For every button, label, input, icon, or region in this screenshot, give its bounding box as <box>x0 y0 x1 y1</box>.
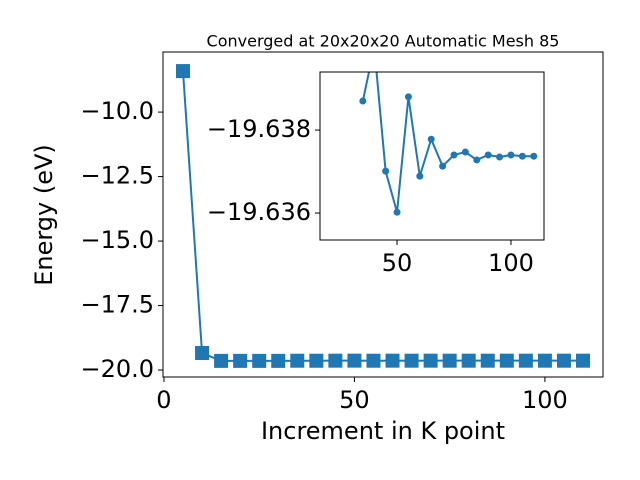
marker <box>252 353 267 368</box>
marker <box>309 353 324 368</box>
marker <box>404 93 412 101</box>
chart-title: Converged at 20x20x20 Automatic Mesh 85 <box>207 32 560 51</box>
marker <box>496 153 504 161</box>
data-line <box>361 72 534 213</box>
data-line <box>182 71 583 362</box>
marker <box>427 135 435 143</box>
axes-frame <box>162 51 604 378</box>
marker <box>233 353 248 368</box>
x-tick-label: 50 <box>382 249 413 277</box>
y-tick-label: −19.636 <box>207 198 311 226</box>
marker <box>416 172 424 180</box>
marker <box>393 208 401 216</box>
marker <box>507 151 515 159</box>
marker <box>530 152 538 160</box>
marker <box>214 353 229 368</box>
axes-frame <box>319 71 545 241</box>
marker <box>359 97 367 105</box>
plot-area <box>176 64 590 368</box>
marker <box>484 151 492 159</box>
marker <box>518 152 526 160</box>
marker <box>461 148 469 156</box>
marker <box>195 346 210 361</box>
y-tick-label: −10.0 <box>80 97 154 125</box>
marker <box>439 162 447 170</box>
y-tick-label: −19.638 <box>207 115 311 143</box>
marker <box>480 353 495 368</box>
x-tick-label: 0 <box>156 386 171 414</box>
marker <box>347 353 362 368</box>
marker <box>450 151 458 159</box>
marker <box>290 353 305 368</box>
marker <box>176 64 190 79</box>
marker <box>366 353 381 368</box>
x-tick-label: 100 <box>522 386 568 414</box>
marker <box>385 353 400 368</box>
marker <box>499 353 514 368</box>
marker <box>328 353 343 368</box>
y-tick-label: −12.5 <box>80 162 154 190</box>
x-axis-label: Increment in K point <box>261 417 505 445</box>
marker <box>576 353 590 368</box>
marker <box>271 353 286 368</box>
y-axis-label: Energy (eV) <box>30 144 58 286</box>
y-tick-label: −15.0 <box>80 226 154 254</box>
y-tick-label: −17.5 <box>80 291 154 319</box>
marker <box>556 353 571 368</box>
y-tick-label: −20.0 <box>80 355 154 383</box>
x-tick-label: 100 <box>488 249 534 277</box>
plot-area <box>359 72 538 216</box>
marker <box>461 353 476 368</box>
marker <box>404 353 419 368</box>
marker <box>442 353 457 368</box>
marker <box>382 167 390 175</box>
marker <box>473 156 481 164</box>
marker <box>537 353 552 368</box>
x-tick-label: 50 <box>339 386 370 414</box>
marker <box>518 353 533 368</box>
marker <box>423 353 438 368</box>
